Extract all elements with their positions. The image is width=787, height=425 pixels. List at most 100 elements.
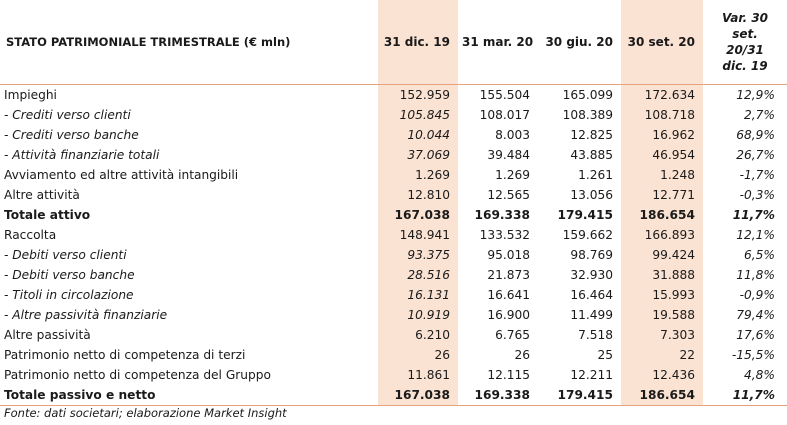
- cell-variation: -0,9%: [739, 288, 775, 302]
- row-label: Avviamento ed altre attività intangibili: [4, 168, 239, 182]
- cell-31-dic-19: 93.375: [378, 245, 458, 265]
- cell-31-dic-19: 148.941: [378, 225, 458, 245]
- row-label: Totale attivo: [4, 208, 91, 222]
- cell-30-giu-20: 179.415: [557, 208, 613, 222]
- cell-30-giu-20: 165.099: [562, 88, 613, 102]
- cell-31-dic-19: 167.038: [378, 205, 458, 225]
- balance-sheet-table: STATO PATRIMONIALE TRIMESTRALE (€ mln) 3…: [0, 0, 787, 406]
- cell-31-dic-19: 12.810: [378, 185, 458, 205]
- table-row: - Attività finanziarie totali 37.069 39.…: [0, 145, 787, 165]
- table-row: - Crediti verso clienti 105.845 108.017 …: [0, 105, 787, 125]
- row-label: Raccolta: [4, 228, 57, 242]
- cell-31-mar-20: 16.641: [487, 288, 530, 302]
- cell-variation: -1,7%: [739, 168, 775, 182]
- cell-31-mar-20: 169.338: [474, 388, 530, 402]
- row-label: Impieghi: [4, 88, 57, 102]
- cell-31-dic-19: 28.516: [378, 265, 458, 285]
- table-row: Patrimonio netto di competenza del Grupp…: [0, 365, 787, 385]
- cell-30-set-20: 31.888: [621, 265, 703, 285]
- cell-variation: 2,7%: [744, 108, 775, 122]
- cell-variation: 11,7%: [732, 208, 775, 222]
- cell-30-set-20: 12.436: [621, 365, 703, 385]
- table-header: STATO PATRIMONIALE TRIMESTRALE (€ mln) 3…: [0, 0, 787, 85]
- cell-30-giu-20: 43.885: [570, 148, 613, 162]
- col-header-31-mar-20: 31 mar. 20: [462, 34, 534, 49]
- cell-31-mar-20: 1.269: [495, 168, 530, 182]
- cell-30-giu-20: 11.499: [570, 308, 613, 322]
- cell-31-dic-19: 1.269: [378, 165, 458, 185]
- cell-31-mar-20: 133.532: [479, 228, 530, 242]
- table-title: STATO PATRIMONIALE TRIMESTRALE (€ mln): [6, 34, 291, 49]
- table-row: Avviamento ed altre attività intangibili…: [0, 165, 787, 185]
- cell-30-giu-20: 7.518: [578, 328, 613, 342]
- cell-30-set-20: 1.248: [621, 165, 703, 185]
- col-header-31-dic-19: 31 dic. 19: [378, 0, 458, 85]
- cell-30-giu-20: 16.464: [570, 288, 613, 302]
- cell-31-dic-19: 11.861: [378, 365, 458, 385]
- cell-31-mar-20: 12.565: [487, 188, 530, 202]
- cell-30-giu-20: 179.415: [557, 388, 613, 402]
- cell-30-giu-20: 98.769: [570, 248, 613, 262]
- cell-31-mar-20: 155.504: [479, 88, 530, 102]
- table-row: Impieghi 152.959 155.504 165.099 172.634…: [0, 84, 787, 105]
- row-label: Altre passività: [4, 328, 91, 342]
- cell-31-dic-19: 152.959: [378, 84, 458, 105]
- cell-31-mar-20: 6.765: [495, 328, 530, 342]
- cell-30-set-20: 46.954: [621, 145, 703, 165]
- cell-30-set-20: 186.654: [621, 205, 703, 225]
- table-row: - Altre passività finanziarie 10.919 16.…: [0, 305, 787, 325]
- cell-31-mar-20: 39.484: [487, 148, 530, 162]
- cell-30-set-20: 99.424: [621, 245, 703, 265]
- cell-31-dic-19: 10.044: [378, 125, 458, 145]
- cell-30-set-20: 22: [621, 345, 703, 365]
- cell-31-dic-19: 16.131: [378, 285, 458, 305]
- table-row: Altre attività 12.810 12.565 13.056 12.7…: [0, 185, 787, 205]
- cell-30-set-20: 15.993: [621, 285, 703, 305]
- row-label: - Debiti verso banche: [4, 268, 135, 282]
- cell-31-mar-20: 8.003: [495, 128, 530, 142]
- row-label: Patrimonio netto di competenza del Grupp…: [4, 368, 271, 382]
- cell-30-giu-20: 12.211: [570, 368, 613, 382]
- row-label: - Titoli in circolazione: [4, 288, 134, 302]
- cell-variation: 17,6%: [736, 328, 775, 342]
- cell-variation: 26,7%: [736, 148, 775, 162]
- row-label: - Attività finanziarie totali: [4, 148, 160, 162]
- row-label: - Altre passività finanziarie: [4, 308, 168, 322]
- table-row-total-assets: Totale attivo 167.038 169.338 179.415 18…: [0, 205, 787, 225]
- cell-31-mar-20: 21.873: [487, 268, 530, 282]
- cell-30-set-20: 172.634: [621, 84, 703, 105]
- table-row: - Debiti verso banche 28.516 21.873 32.9…: [0, 265, 787, 285]
- cell-variation: 11,7%: [732, 388, 775, 402]
- table-row: - Debiti verso clienti 93.375 95.018 98.…: [0, 245, 787, 265]
- cell-30-set-20: 7.303: [621, 325, 703, 345]
- row-label: - Crediti verso clienti: [4, 108, 131, 122]
- cell-31-dic-19: 26: [378, 345, 458, 365]
- cell-31-dic-19: 105.845: [378, 105, 458, 125]
- cell-31-mar-20: 95.018: [487, 248, 530, 262]
- cell-30-set-20: 186.654: [621, 385, 703, 406]
- table-body: Impieghi 152.959 155.504 165.099 172.634…: [0, 84, 787, 406]
- cell-variation: -15,5%: [731, 348, 775, 362]
- cell-31-mar-20: 108.017: [479, 108, 530, 122]
- row-label: Patrimonio netto di competenza di terzi: [4, 348, 246, 362]
- cell-30-giu-20: 108.389: [562, 108, 613, 122]
- cell-31-dic-19: 6.210: [378, 325, 458, 345]
- cell-30-giu-20: 13.056: [570, 188, 613, 202]
- row-label: - Debiti verso clienti: [4, 248, 127, 262]
- cell-31-dic-19: 10.919: [378, 305, 458, 325]
- cell-30-set-20: 19.588: [621, 305, 703, 325]
- table-row-total-liabilities: Totale passivo e netto 167.038 169.338 1…: [0, 385, 787, 406]
- cell-variation: 11,8%: [736, 268, 775, 282]
- cell-30-set-20: 16.962: [621, 125, 703, 145]
- cell-variation: 4,8%: [744, 368, 775, 382]
- cell-31-dic-19: 37.069: [378, 145, 458, 165]
- cell-31-dic-19: 167.038: [378, 385, 458, 406]
- row-label: - Crediti verso banche: [4, 128, 139, 142]
- cell-30-giu-20: 1.261: [578, 168, 613, 182]
- cell-31-mar-20: 26: [514, 348, 530, 362]
- table-row: Patrimonio netto di competenza di terzi …: [0, 345, 787, 365]
- col-header-variation: Var. 30 set. 20/31 dic. 19: [721, 11, 769, 73]
- col-header-30-set-20: 30 set. 20: [621, 0, 703, 85]
- table-row: - Titoli in circolazione 16.131 16.641 1…: [0, 285, 787, 305]
